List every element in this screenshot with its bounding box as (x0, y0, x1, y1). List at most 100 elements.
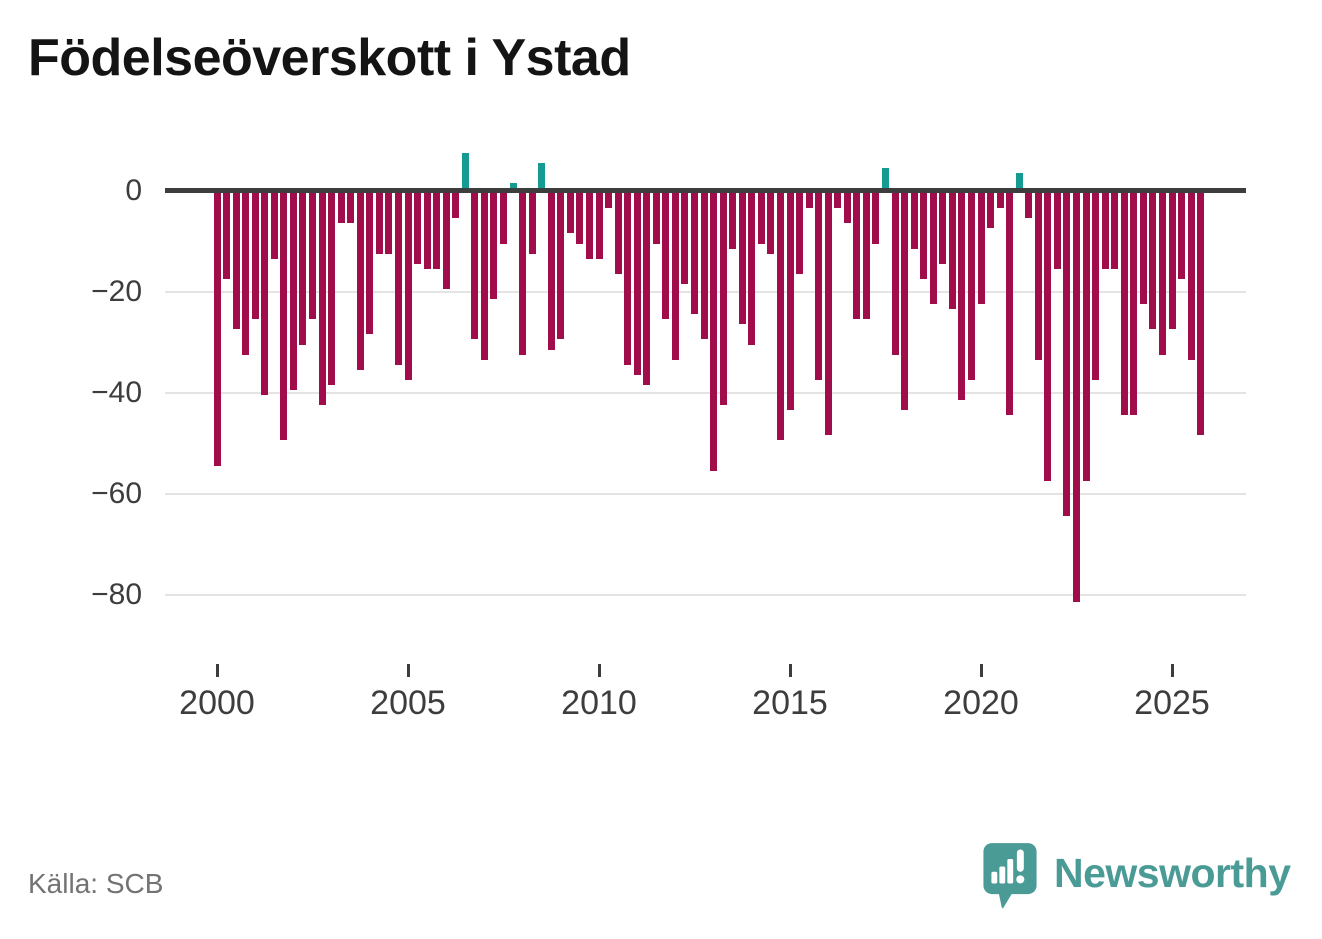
bar-2004-Q2 (375, 193, 383, 254)
bar-2020-Q4 (1006, 193, 1014, 416)
bar-2005-Q1 (404, 193, 412, 380)
bar-2012-Q3 (691, 193, 698, 315)
bar-2021-Q3 (1034, 193, 1042, 360)
bar-2019-Q4 (967, 193, 975, 380)
bar-2010-Q4 (624, 193, 632, 365)
bar-2019-Q3 (958, 193, 966, 401)
bar-2024-Q1 (1130, 193, 1138, 416)
positive-bar-2007-Q4 (509, 182, 517, 188)
bar-2010-Q3 (614, 193, 622, 274)
bar-2004-Q1 (366, 193, 374, 335)
positive-bar-2017-Q3 (882, 167, 889, 188)
bar-2011-Q1 (633, 193, 641, 375)
bar-2001-Q4 (280, 193, 288, 441)
bar-2010-Q2 (605, 193, 613, 209)
bar-2009-Q3 (576, 193, 584, 244)
bar-2016-Q2 (834, 193, 842, 209)
bar-2000-Q3 (232, 193, 240, 330)
bar-2024-Q2 (1139, 193, 1147, 305)
chart-title: Födelseöverskott i Ystad (28, 29, 631, 87)
bar-2005-Q4 (433, 193, 441, 269)
brand-logo: Newsworthy (982, 842, 1291, 910)
bar-2002-Q2 (299, 193, 307, 345)
bar-2022-Q3 (1073, 193, 1080, 603)
y-axis-label: −60 (91, 476, 142, 510)
bar-2012-Q2 (681, 193, 689, 284)
bar-2006-Q1 (442, 193, 450, 289)
bar-2025-Q4 (1197, 193, 1205, 436)
logo-bar-medium (999, 866, 1006, 884)
bar-2006-Q4 (471, 193, 479, 340)
bar-2011-Q4 (662, 193, 670, 320)
bar-2000-Q1 (213, 193, 221, 466)
bar-2001-Q3 (270, 193, 278, 259)
bar-2000-Q4 (242, 193, 250, 355)
gridline-−80 (165, 593, 1246, 596)
bar-2002-Q3 (309, 193, 316, 320)
y-axis-label: −80 (91, 577, 142, 611)
bar-2009-Q4 (585, 193, 593, 259)
bar-2003-Q1 (328, 193, 336, 385)
bar-2018-Q2 (910, 193, 918, 249)
bar-2021-Q4 (1044, 193, 1052, 481)
bar-2016-Q4 (853, 193, 861, 320)
bar-2014-Q1 (748, 193, 756, 345)
bar-2007-Q2 (490, 193, 498, 300)
logo-bar-large (1007, 859, 1014, 884)
x-axis-tick-2010 (597, 664, 601, 677)
bar-2003-Q4 (356, 193, 364, 370)
bar-2020-Q3 (996, 193, 1004, 209)
bar-2001-Q1 (251, 193, 259, 320)
bar-2003-Q2 (337, 193, 345, 224)
bar-2023-Q2 (1101, 193, 1109, 269)
source-note: Källa: SCB (28, 868, 164, 899)
bar-2024-Q4 (1158, 193, 1166, 355)
bar-2022-Q2 (1063, 193, 1071, 517)
bar-2007-Q3 (500, 193, 507, 244)
bar-2015-Q1 (786, 193, 794, 411)
x-axis-label: 2010 (561, 684, 637, 722)
bar-2017-Q2 (872, 193, 880, 244)
bar-2022-Q4 (1082, 193, 1090, 481)
bar-2014-Q2 (757, 193, 765, 244)
x-axis-label: 2005 (370, 684, 446, 722)
bar-2013-Q3 (729, 193, 737, 249)
bar-2000-Q2 (223, 193, 231, 279)
bar-2017-Q1 (862, 193, 870, 320)
bar-2024-Q3 (1149, 193, 1157, 330)
x-axis-label: 2015 (752, 684, 828, 722)
bar-2006-Q2 (452, 193, 460, 219)
positive-bar-2006-Q3 (461, 152, 469, 188)
x-axis-tick-2020 (979, 664, 983, 677)
bar-2013-Q4 (738, 193, 746, 325)
x-axis-label: 2020 (943, 684, 1019, 722)
bar-2015-Q2 (796, 193, 804, 274)
bar-2022-Q1 (1053, 193, 1061, 269)
bar-2018-Q1 (901, 193, 909, 411)
bar-2025-Q1 (1168, 193, 1176, 330)
x-axis-label: 2000 (179, 684, 255, 722)
bar-2017-Q4 (891, 193, 899, 355)
bar-2001-Q2 (261, 193, 269, 395)
bar-2008-Q2 (528, 193, 536, 254)
bar-2015-Q3 (805, 193, 813, 209)
y-axis-label: −40 (91, 375, 142, 409)
bar-2004-Q4 (394, 193, 402, 365)
bar-2014-Q3 (767, 193, 775, 254)
x-axis-tick-2005 (406, 664, 410, 677)
x-axis-label: 2025 (1134, 684, 1210, 722)
bar-2021-Q2 (1025, 193, 1033, 219)
bar-2023-Q1 (1092, 193, 1100, 380)
bar-2020-Q1 (977, 193, 985, 305)
bar-2025-Q2 (1178, 193, 1186, 279)
bar-2023-Q4 (1120, 193, 1128, 416)
bar-2013-Q1 (710, 193, 718, 471)
logo-exclamation-stem (1016, 849, 1024, 872)
bar-2016-Q3 (843, 193, 851, 224)
bar-2019-Q2 (948, 193, 956, 310)
bar-2008-Q1 (519, 193, 527, 355)
gridline-−40 (165, 391, 1246, 394)
bar-2020-Q2 (987, 193, 995, 229)
positive-bar-2021-Q1 (1015, 172, 1023, 188)
bar-2008-Q4 (547, 193, 555, 350)
